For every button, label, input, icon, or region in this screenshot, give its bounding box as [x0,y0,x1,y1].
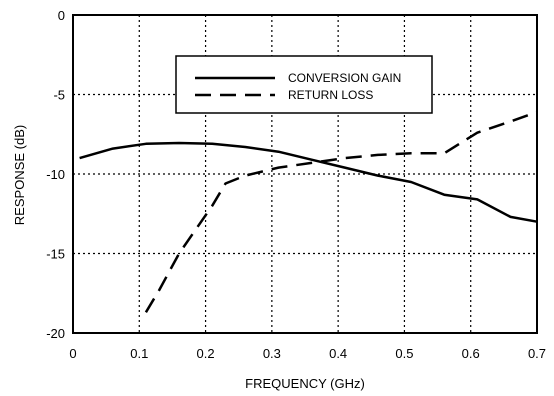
x-tick-label: 0.3 [263,346,281,361]
y-tick-label: -5 [53,88,65,103]
series-line-return-loss [144,110,538,313]
y-tick-label: -20 [46,326,65,341]
y-tick-label: 0 [58,8,65,23]
plot-frame [72,14,538,334]
x-tick-label: 0.5 [395,346,413,361]
x-tick-label: 0.1 [130,346,148,361]
x-tick-label: 0.7 [528,346,546,361]
x-tick-label: 0.6 [462,346,480,361]
legend-label-return-loss: RETURN LOSS [288,88,373,102]
y-tick-label: -10 [46,167,65,182]
y-axis-title: RESPONSE (dB) [12,125,27,225]
x-tick-label: 0.2 [197,346,215,361]
legend: CONVERSION GAIN RETURN LOSS [175,55,433,114]
y-axis-ticks: 0 -5 -10 -15 -20 [46,8,65,341]
x-axis-title: FREQUENCY (GHz) [245,376,365,391]
y-tick-label: -15 [46,247,65,262]
series-line-conversion-gain [79,141,538,223]
series-group [79,110,538,313]
x-tick-label: 0 [69,346,76,361]
x-tick-label: 0.4 [329,346,347,361]
legend-label-conversion-gain: CONVERSION GAIN [288,71,401,85]
legend-box [175,55,433,114]
x-axis-ticks: 0 0.1 0.2 0.3 0.4 0.5 0.6 0.7 [69,346,546,361]
